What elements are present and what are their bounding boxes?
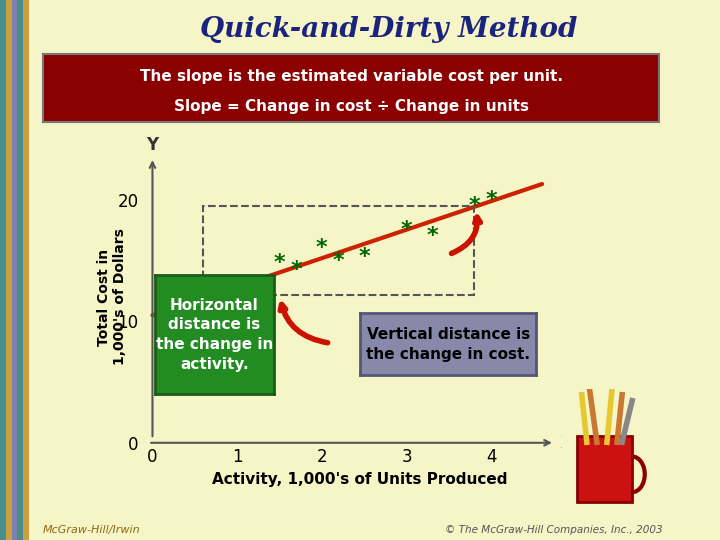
Text: *: * [485, 190, 497, 210]
Text: Y: Y [146, 136, 158, 153]
Text: *: * [316, 238, 328, 259]
Text: *: * [401, 220, 413, 240]
Text: Horizontal
distance is
the change in
activity.: Horizontal distance is the change in act… [156, 298, 273, 372]
Text: *: * [197, 285, 209, 305]
Text: *: * [333, 251, 345, 271]
Text: McGraw-Hill/Irwin: McGraw-Hill/Irwin [43, 524, 141, 535]
Text: *: * [291, 260, 302, 280]
Text: X: X [561, 434, 574, 452]
Y-axis label: Total Cost in
1,000's of Dollars: Total Cost in 1,000's of Dollars [96, 228, 127, 366]
Text: The slope is the estimated variable cost per unit.: The slope is the estimated variable cost… [140, 69, 562, 84]
Text: *: * [359, 247, 370, 267]
X-axis label: Activity, 1,000's of Units Produced: Activity, 1,000's of Units Produced [212, 472, 508, 487]
Text: *: * [274, 253, 285, 273]
Text: Vertical distance is
the change in cost.: Vertical distance is the change in cost. [366, 327, 530, 362]
Text: Quick-and-Dirty Method: Quick-and-Dirty Method [200, 16, 577, 43]
Text: Slope = Change in cost ÷ Change in units: Slope = Change in cost ÷ Change in units [174, 99, 528, 114]
Text: *: * [469, 196, 480, 216]
Text: © The McGraw-Hill Companies, Inc., 2003: © The McGraw-Hill Companies, Inc., 2003 [445, 524, 662, 535]
Bar [203, 206, 474, 295]
Text: *: * [231, 275, 243, 295]
Text: *: * [426, 226, 438, 246]
Bar [577, 436, 632, 502]
